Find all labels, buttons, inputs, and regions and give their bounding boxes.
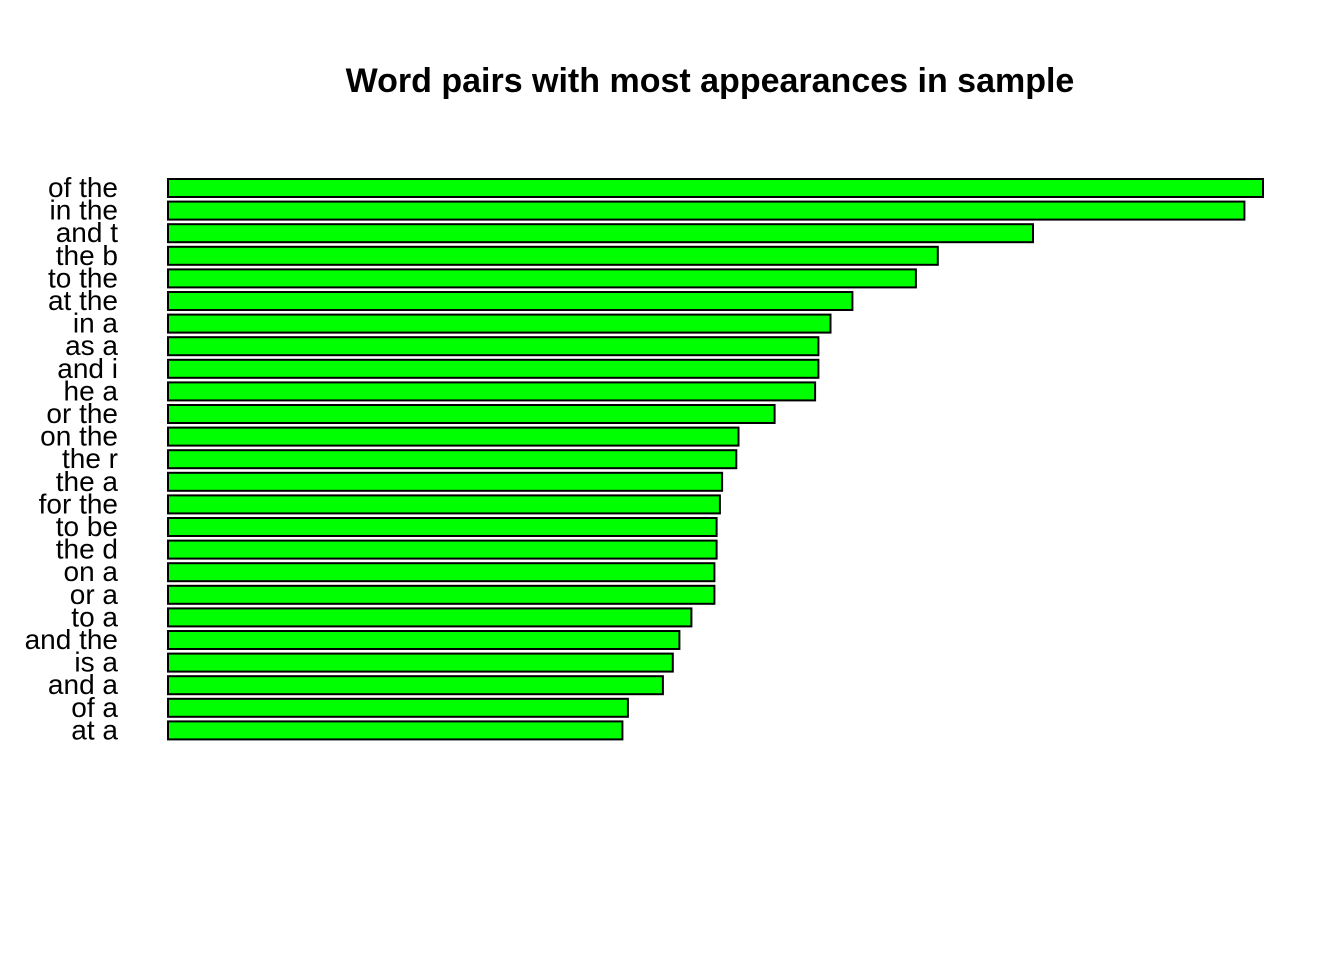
bar-to-the [167, 268, 917, 289]
bars-group [167, 178, 1264, 741]
category-label: the b [56, 240, 118, 271]
bar-and-t [167, 223, 1034, 244]
bar-and-a [167, 675, 664, 696]
category-label: to the [48, 262, 118, 293]
category-label: on the [40, 421, 118, 452]
bar-he-a [167, 381, 817, 402]
bar-as-a [167, 336, 820, 357]
category-label: the r [62, 443, 118, 474]
category-label: in the [50, 195, 119, 226]
bar-the-a [167, 471, 724, 492]
bar-the-b [167, 245, 939, 266]
category-label: and a [48, 669, 118, 700]
category-label: for the [39, 488, 118, 519]
category-label: and i [57, 353, 118, 384]
category-label: or a [70, 579, 119, 610]
bar-the-d [167, 539, 718, 560]
bar-on-a [167, 562, 716, 583]
bar-in-the [167, 200, 1246, 221]
bar-and-the [167, 630, 681, 650]
category-label: the a [56, 466, 119, 497]
category-label: to a [71, 601, 118, 632]
bar-at-a [167, 720, 624, 741]
category-label: in a [73, 308, 119, 339]
category-label: at the [48, 285, 118, 316]
category-label: he a [64, 375, 119, 406]
bar-at-the [167, 291, 854, 311]
bar-is-a [167, 652, 674, 673]
bar-the-r [167, 449, 738, 470]
bar-in-a [167, 313, 832, 334]
category-label: is a [74, 647, 118, 678]
bar-and-i [167, 358, 820, 379]
category-label: or the [46, 398, 118, 429]
bar-or-a [167, 584, 716, 605]
category-label: and the [25, 624, 118, 655]
bar-or-the [167, 404, 776, 424]
category-label: and t [56, 217, 118, 248]
bar-of-a [167, 697, 629, 718]
category-label: of the [48, 172, 118, 203]
category-label: as a [65, 330, 118, 361]
chart-title: Word pairs with most appearances in samp… [346, 62, 1075, 100]
category-label: on a [64, 556, 119, 587]
bar-to-be [167, 517, 718, 537]
bar-to-a [167, 607, 693, 628]
bar-on-the [167, 426, 740, 447]
bar-of-the [167, 178, 1264, 198]
category-label: the d [56, 534, 118, 565]
category-label: at a [71, 714, 118, 745]
bar-for-the [167, 494, 721, 515]
category-label: of a [71, 692, 118, 723]
category-label: to be [56, 511, 118, 542]
